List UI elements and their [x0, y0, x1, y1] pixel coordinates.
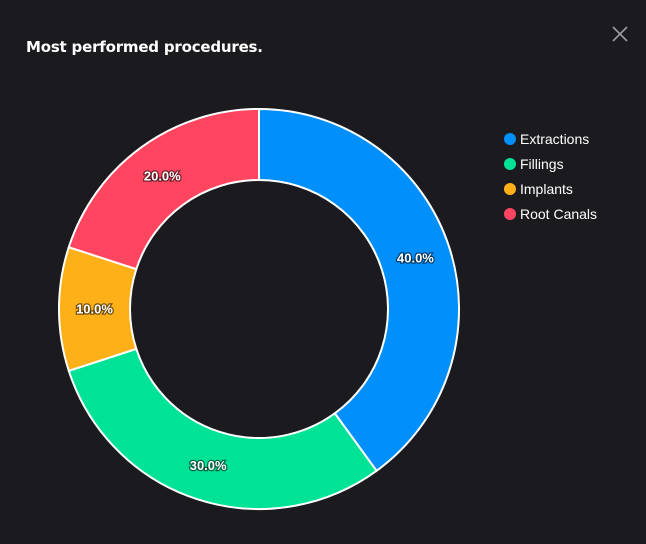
slice-root-canals[interactable] [67, 107, 260, 271]
legend-swatch [504, 207, 516, 220]
slice-label-extractions: 40.0% [397, 251, 434, 266]
legend-label: Extractions [520, 130, 590, 147]
legend-swatch [504, 157, 516, 170]
legend-swatch [504, 182, 516, 195]
slice-label-implants: 10.0% [76, 302, 113, 317]
legend-item-extractions[interactable]: Extractions [504, 126, 597, 151]
legend-label: Fillings [520, 155, 564, 172]
chart-legend: Extractions Fillings Implants Root Canals [504, 126, 597, 226]
close-icon [612, 26, 628, 42]
legend-label: Root Canals [520, 205, 598, 222]
legend-swatch [504, 132, 516, 145]
close-button[interactable] [609, 23, 631, 45]
legend-label: Implants [520, 180, 573, 197]
slice-extractions[interactable] [258, 107, 460, 473]
legend-item-root-canals[interactable]: Root Canals [504, 201, 597, 226]
slice-label-fillings: 30.0% [190, 458, 227, 473]
slice-fillings[interactable] [67, 347, 378, 510]
legend-item-implants[interactable]: Implants [504, 176, 597, 201]
legend-item-fillings[interactable]: Fillings [504, 151, 597, 176]
chart-title: Most performed procedures. [26, 38, 263, 56]
slice-label-root-canals: 20.0% [144, 168, 181, 183]
